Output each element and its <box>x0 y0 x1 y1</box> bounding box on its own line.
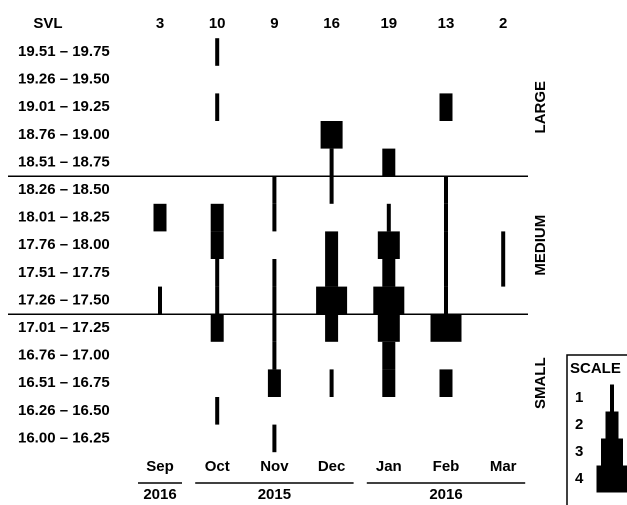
kite-segment <box>325 259 339 287</box>
kite-segment <box>444 231 448 259</box>
kite-segment <box>329 148 334 177</box>
scale-kite <box>610 384 614 412</box>
kite-segment <box>444 286 448 315</box>
column-count: 16 <box>323 15 340 32</box>
kite-segment <box>272 314 277 342</box>
row-label: 17.01 – 17.25 <box>18 319 110 336</box>
kite-segment <box>210 231 224 259</box>
row-label: 18.76 – 19.00 <box>18 126 110 143</box>
kite-segment <box>215 397 220 425</box>
kite-segment <box>444 259 448 287</box>
kite-segment <box>444 176 448 204</box>
kite-segment <box>215 259 220 287</box>
kite-segment <box>377 314 400 342</box>
kite-segment <box>373 286 405 315</box>
row-header: SVL <box>33 15 62 32</box>
kite-segment <box>386 203 391 232</box>
row-label: 18.01 – 18.25 <box>18 209 110 226</box>
kite-segment <box>444 203 448 232</box>
year-label: 2015 <box>258 486 291 503</box>
row-label: 19.26 – 19.50 <box>18 71 110 88</box>
kite-segment <box>430 314 462 342</box>
month-label: Sep <box>146 458 174 475</box>
column-count: 13 <box>438 15 455 32</box>
row-label: 16.51 – 16.75 <box>18 374 110 391</box>
kite-segment <box>382 259 396 287</box>
scale-kite <box>601 438 623 466</box>
kite-segment <box>267 369 281 397</box>
row-label: 17.76 – 18.00 <box>18 236 110 253</box>
kite-segment <box>272 176 277 204</box>
scale-title: SCALE <box>570 360 621 377</box>
column-count: 9 <box>270 15 278 32</box>
row-label: 19.51 – 19.75 <box>18 43 110 60</box>
kite-segment <box>272 203 277 232</box>
kite-segment <box>382 148 396 177</box>
kite-segment <box>501 259 506 287</box>
kite-segment <box>215 93 220 121</box>
row-label: 18.51 – 18.75 <box>18 153 110 170</box>
kite-segment <box>439 93 453 121</box>
kite-segment <box>153 203 167 232</box>
row-label: 17.51 – 17.75 <box>18 264 110 281</box>
kite-segment <box>316 286 348 315</box>
scale-label: 4 <box>575 470 584 487</box>
column-count: 2 <box>499 15 507 32</box>
column-count: 10 <box>209 15 226 32</box>
scale-label: 2 <box>575 416 583 433</box>
kite-segment <box>439 369 453 397</box>
kite-segment <box>325 314 339 342</box>
scale-label: 3 <box>575 443 583 460</box>
row-label: 17.26 – 17.50 <box>18 291 110 308</box>
kite-segment <box>329 176 334 204</box>
kite-segment <box>325 231 339 259</box>
month-label: Oct <box>205 458 230 475</box>
scale-kite <box>605 411 619 439</box>
column-count: 19 <box>380 15 397 32</box>
row-label: 16.26 – 16.50 <box>18 402 110 419</box>
kite-segment <box>272 424 277 453</box>
kite-segment <box>215 38 220 66</box>
kite-segment <box>215 286 220 315</box>
size-class-label: MEDIUM <box>532 215 549 276</box>
year-label: 2016 <box>143 486 176 503</box>
kite-segment <box>320 121 343 149</box>
kite-segment <box>272 259 277 287</box>
scale-label: 1 <box>575 389 583 406</box>
kite-segment <box>382 341 396 370</box>
month-label: Feb <box>433 458 460 475</box>
row-label: 16.00 – 16.25 <box>18 429 110 446</box>
row-label: 18.26 – 18.50 <box>18 181 110 198</box>
month-label: Nov <box>260 458 289 475</box>
month-label: Mar <box>490 458 517 475</box>
size-class-label: LARGE <box>532 81 549 134</box>
kite-segment <box>329 369 334 397</box>
month-label: Dec <box>318 458 346 475</box>
kite-segment <box>210 314 224 342</box>
kite-segment <box>501 231 506 259</box>
kite-segment <box>210 203 224 232</box>
scale-kite <box>596 465 627 493</box>
kite-segment <box>272 286 277 315</box>
kite-segment <box>272 341 277 370</box>
row-label: 19.01 – 19.25 <box>18 98 110 115</box>
size-class-label: SMALL <box>532 357 549 409</box>
kite-segment <box>382 369 396 397</box>
month-label: Jan <box>376 458 402 475</box>
row-label: 16.76 – 17.00 <box>18 347 110 364</box>
kite-segment <box>377 231 400 259</box>
column-count: 3 <box>156 15 164 32</box>
year-label: 2016 <box>429 486 462 503</box>
kite-segment <box>158 286 162 315</box>
